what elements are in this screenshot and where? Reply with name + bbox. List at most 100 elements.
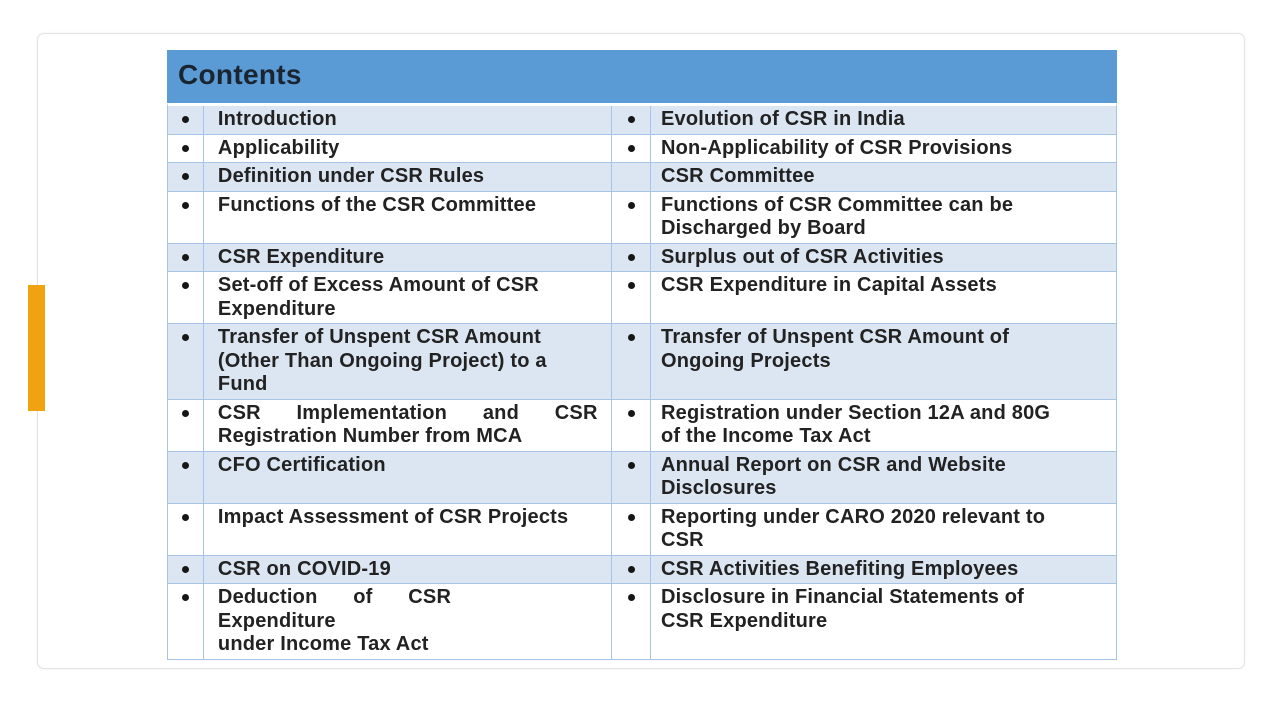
toc-item-left-text: Applicability bbox=[217, 136, 340, 159]
bullet-icon bbox=[181, 594, 189, 601]
bullet-cell-right bbox=[611, 451, 650, 503]
bullet-cell-left bbox=[168, 504, 203, 555]
bullet-icon bbox=[627, 565, 635, 573]
toc-item-right-text: Non-Applicability of CSR Provisions bbox=[661, 136, 1013, 159]
toc-item-right: Non-Applicability of CSR Provisions bbox=[650, 134, 1116, 162]
toc-item-left-text: CSR on COVID-19 bbox=[217, 557, 391, 580]
toc-item-left: Definition under CSR Rules bbox=[202, 163, 611, 191]
bullet-cell-right bbox=[611, 555, 650, 583]
bullet-icon bbox=[181, 144, 189, 152]
bullet-cell-left bbox=[168, 135, 203, 163]
bullet-icon bbox=[181, 409, 189, 417]
toc-item-left: Applicability bbox=[202, 134, 611, 162]
page-title: Contents bbox=[178, 58, 302, 90]
bullet-icon bbox=[627, 513, 635, 521]
toc-item-left-text: Introduction bbox=[217, 108, 337, 130]
bullet-cell-left bbox=[168, 556, 203, 584]
toc-item-right-text: Evolution of CSR in India bbox=[661, 108, 905, 130]
toc-item-left-text: Set-off of Excess Amount of CSR Expendit… bbox=[217, 274, 539, 320]
toc-item-right-text: Functions of CSR Committee can be Discha… bbox=[661, 193, 1014, 240]
bullet-icon bbox=[181, 201, 189, 209]
toc-item-right-text: Transfer of Unspent CSR Amount of Ongoin… bbox=[661, 326, 1010, 372]
toc-item-right: CSR Committee bbox=[650, 163, 1116, 191]
bullet-icon bbox=[181, 565, 189, 573]
table-row: Transfer of Unspent CSR Amount (Other Th… bbox=[168, 324, 1116, 400]
toc-item-left-text: Definition under CSR Rules bbox=[217, 165, 485, 187]
table-row: CSR on COVID-19 CSR Activities Benefitin… bbox=[168, 555, 1116, 584]
toc-item-right: CSR Activities Benefiting Employees bbox=[650, 555, 1116, 583]
bullet-icon bbox=[181, 461, 189, 469]
toc-item-right-text: Annual Report on CSR and Website Disclos… bbox=[661, 453, 1006, 500]
table-row: Set-off of Excess Amount of CSR Expendit… bbox=[168, 272, 1116, 324]
bullet-icon bbox=[627, 201, 635, 209]
bullet-cell-right bbox=[611, 399, 650, 451]
table-row: Impact Assessment of CSR Projects Report… bbox=[168, 503, 1116, 556]
toc-item-left-text: Deduction of CSR Expenditure under Incom… bbox=[217, 586, 452, 655]
toc-item-right: Transfer of Unspent CSR Amount of Ongoin… bbox=[650, 324, 1116, 399]
table-row: CFO Certification Annual Report on CSR a… bbox=[168, 451, 1116, 504]
bullet-cell-left bbox=[168, 452, 203, 503]
bullet-cell-right bbox=[611, 272, 650, 323]
toc-item-left-text: CSR Expenditure bbox=[217, 245, 385, 268]
bullet-cell-left bbox=[168, 106, 203, 134]
bullet-cell-left bbox=[168, 272, 203, 323]
toc-item-left: Functions of the CSR Committee bbox=[202, 191, 611, 243]
bullet-icon bbox=[627, 461, 635, 469]
toc-item-left: Transfer of Unspent CSR Amount (Other Th… bbox=[202, 324, 611, 399]
bullet-cell-right bbox=[611, 584, 650, 659]
toc-item-right: Disclosure in Financial Statements of CS… bbox=[650, 584, 1116, 659]
toc-item-right: Registration under Section 12A and 80G o… bbox=[650, 399, 1116, 451]
bullet-cell-right bbox=[611, 191, 650, 243]
table-row: Deduction of CSR Expenditure under Incom… bbox=[168, 584, 1116, 660]
toc-item-right: Evolution of CSR in India bbox=[650, 106, 1116, 134]
table-row: CSR Expenditure Surplus out of CSR Activ… bbox=[168, 243, 1116, 272]
bullet-cell-left bbox=[168, 192, 203, 243]
toc-item-left: Set-off of Excess Amount of CSR Expendit… bbox=[202, 272, 611, 323]
toc-item-right-text: CSR Committee bbox=[661, 165, 815, 187]
toc-item-right: Surplus out of CSR Activities bbox=[650, 243, 1116, 271]
toc-item-right: CSR Expenditure in Capital Assets bbox=[650, 272, 1116, 323]
table-row: Functions of the CSR Committee Functions… bbox=[168, 191, 1116, 244]
contents-table: Contents Introduction Evolution of CSR i… bbox=[167, 50, 1117, 660]
bullet-cell-right bbox=[611, 324, 650, 399]
bullet-cell-left bbox=[168, 584, 203, 659]
bullet-cell-left bbox=[168, 324, 203, 399]
bullet-cell-right bbox=[611, 134, 650, 162]
toc-item-right: Annual Report on CSR and Website Disclos… bbox=[650, 451, 1116, 503]
toc-item-right-text: Registration under Section 12A and 80G o… bbox=[661, 401, 1051, 448]
bullet-cell-right bbox=[611, 503, 650, 555]
toc-item-left: Introduction bbox=[202, 106, 611, 134]
bullet-icon bbox=[181, 116, 189, 123]
bullet-icon bbox=[181, 282, 189, 289]
bullet-icon bbox=[181, 173, 189, 180]
toc-item-right-text: Disclosure in Financial Statements of CS… bbox=[661, 586, 1025, 632]
table-row: CSR Implementation and CSR Registration … bbox=[168, 399, 1116, 452]
toc-item-right-text: Surplus out of CSR Activities bbox=[661, 245, 944, 268]
toc-item-left-text: Impact Assessment of CSR Projects bbox=[217, 505, 569, 528]
toc-item-left: CSR on COVID-19 bbox=[202, 555, 611, 583]
bullet-icon bbox=[627, 334, 635, 341]
toc-item-left-text: CFO Certification bbox=[217, 453, 386, 476]
toc-item-left: Deduction of CSR Expenditure under Incom… bbox=[202, 584, 611, 659]
toc-item-right: Reporting under CARO 2020 relevant to CS… bbox=[650, 503, 1116, 555]
toc-item-right-text: Reporting under CARO 2020 relevant to CS… bbox=[661, 505, 1046, 552]
table-body: Introduction Evolution of CSR in India A… bbox=[167, 103, 1117, 660]
bullet-icon bbox=[181, 253, 189, 261]
bullet-cell-right bbox=[611, 106, 650, 134]
bullet-icon bbox=[181, 334, 189, 341]
table-row: Definition under CSR Rules CSR Committee bbox=[168, 163, 1116, 192]
bullet-icon bbox=[627, 116, 635, 123]
toc-item-left-text: Transfer of Unspent CSR Amount (Other Th… bbox=[217, 326, 547, 395]
bullet-icon bbox=[627, 409, 635, 417]
bullet-icon bbox=[627, 594, 635, 601]
toc-item-left-text: CSR Implementation and CSR Registration … bbox=[217, 401, 598, 448]
toc-item-left: CFO Certification bbox=[202, 451, 611, 503]
bullet-icon bbox=[627, 282, 635, 289]
bullet-icon bbox=[627, 144, 635, 152]
bullet-cell-left bbox=[168, 163, 203, 191]
bullet-cell-left bbox=[168, 244, 203, 272]
table-row: Introduction Evolution of CSR in India bbox=[168, 106, 1116, 135]
bullet-cell-left bbox=[168, 400, 203, 451]
table-header-row: Contents bbox=[167, 50, 1117, 103]
